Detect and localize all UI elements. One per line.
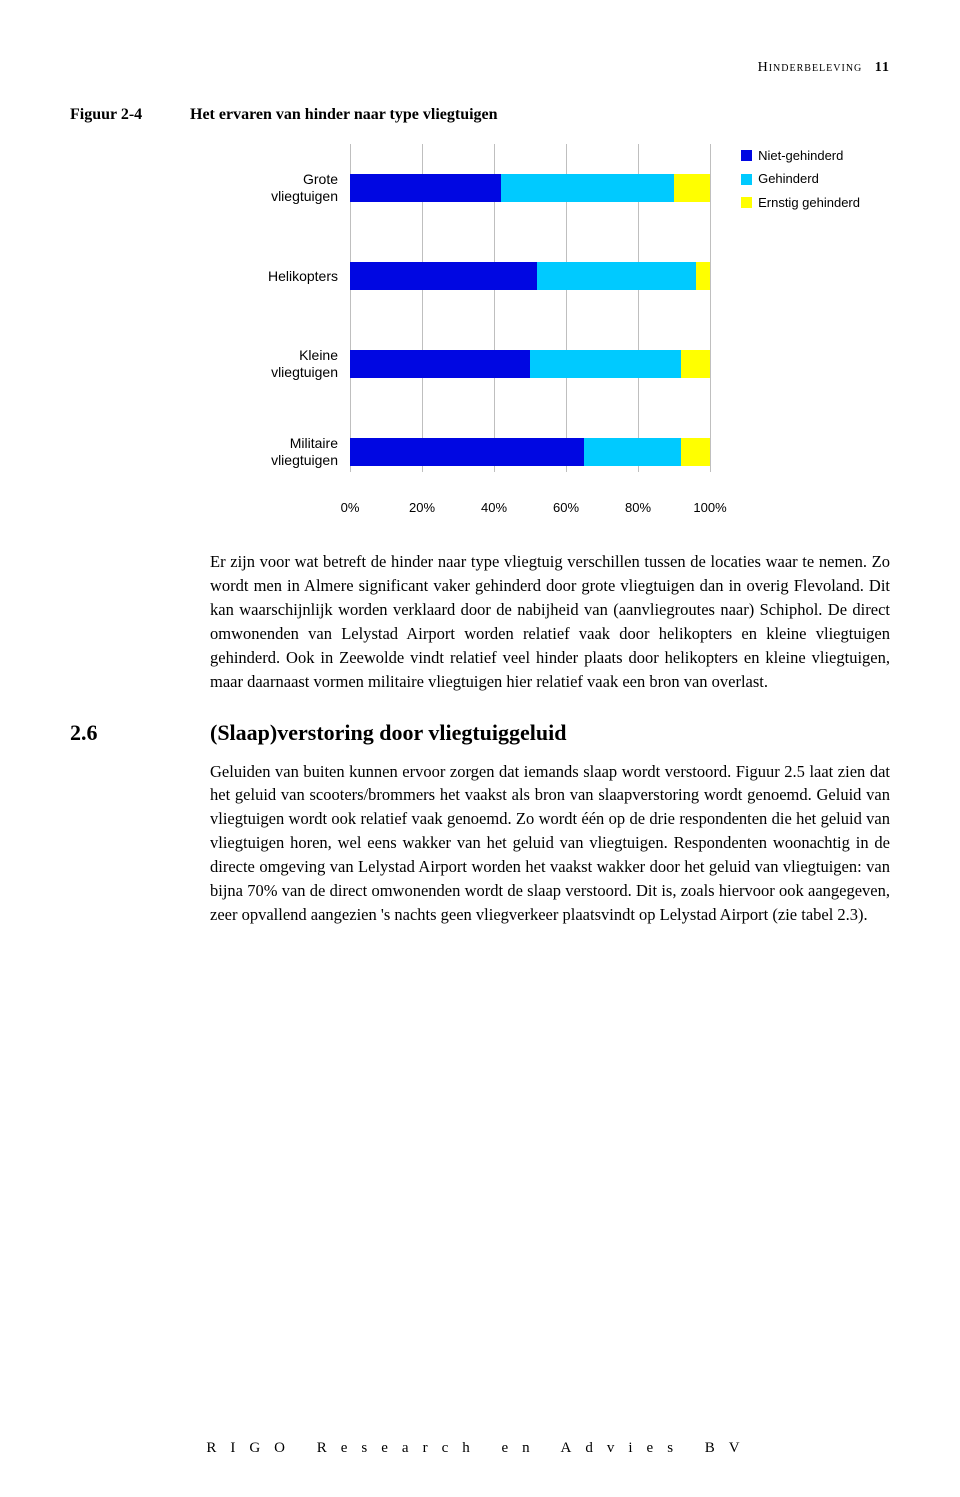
bar-segment: [584, 438, 681, 466]
legend-label: Gehinderd: [758, 167, 819, 190]
chart-container: Grote vliegtuigen Helikopters Kleine vlieg…: [250, 144, 890, 520]
bar-segment: [530, 350, 681, 378]
bar-row: Kleine vliegtuigen: [250, 320, 840, 408]
legend-label: Ernstig gehinderd: [758, 191, 860, 214]
legend-swatch: [741, 174, 752, 185]
x-tick: 100%: [693, 500, 726, 515]
running-head-title: Hinderbeleving: [758, 60, 863, 75]
x-tick: 20%: [409, 500, 435, 515]
bar-label: Kleine vliegtuigen: [250, 347, 350, 381]
bar-segment: [350, 350, 530, 378]
legend-swatch: [741, 197, 752, 208]
page-number: 11: [875, 60, 890, 75]
figure-heading: Figuur 2-4 Het ervaren van hinder naar t…: [70, 106, 890, 124]
bar-row: Helikopters: [250, 232, 840, 320]
bar-track: [350, 438, 710, 466]
section-title: (Slaap)verstoring door vliegtuiggeluid: [210, 720, 567, 746]
bar-track: [350, 174, 710, 202]
bar-row: Militairevliegtuigen: [250, 408, 840, 496]
running-head: Hinderbeleving 11: [70, 60, 890, 76]
bar-track: [350, 350, 710, 378]
legend-item: Niet-gehinderd: [741, 144, 860, 167]
stacked-bar-chart: Grote vliegtuigen Helikopters Kleine vlieg…: [250, 144, 840, 520]
page: Hinderbeleving 11 Figuur 2-4 Het ervaren…: [0, 0, 960, 1497]
bar-segment: [537, 262, 695, 290]
bar-segment: [350, 438, 584, 466]
bar-segment: [501, 174, 674, 202]
x-axis: 0%20%40%60%80%100%: [350, 496, 710, 520]
bar-label: Helikopters: [250, 268, 350, 285]
x-tick: 60%: [553, 500, 579, 515]
legend-label: Niet-gehinderd: [758, 144, 843, 167]
bar-segment: [350, 174, 501, 202]
paragraph-1: Er zijn voor wat betreft de hinder naar …: [210, 550, 890, 694]
bar-label: Militairevliegtuigen: [250, 435, 350, 469]
x-tick: 0%: [341, 500, 360, 515]
paragraph-2: Geluiden van buiten kunnen ervoor zorgen…: [210, 760, 890, 927]
legend: Niet-gehinderdGehinderdErnstig gehinderd: [741, 144, 860, 214]
footer: RIGO Research en Advies BV: [0, 1440, 960, 1457]
legend-item: Gehinderd: [741, 167, 860, 190]
bar-segment: [681, 350, 710, 378]
section-heading: 2.6 (Slaap)verstoring door vliegtuiggelu…: [70, 720, 890, 746]
x-tick: 40%: [481, 500, 507, 515]
bar-label: Grote vliegtuigen: [250, 171, 350, 205]
figure-label: Figuur 2-4: [70, 106, 190, 124]
bar-segment: [350, 262, 537, 290]
bar-segment: [681, 438, 710, 466]
bar-track: [350, 262, 710, 290]
section-number: 2.6: [70, 720, 210, 746]
x-tick: 80%: [625, 500, 651, 515]
legend-item: Ernstig gehinderd: [741, 191, 860, 214]
figure-caption: Het ervaren van hinder naar type vliegtu…: [190, 106, 498, 124]
bar-segment: [674, 174, 710, 202]
legend-swatch: [741, 150, 752, 161]
bar-segment: [696, 262, 710, 290]
